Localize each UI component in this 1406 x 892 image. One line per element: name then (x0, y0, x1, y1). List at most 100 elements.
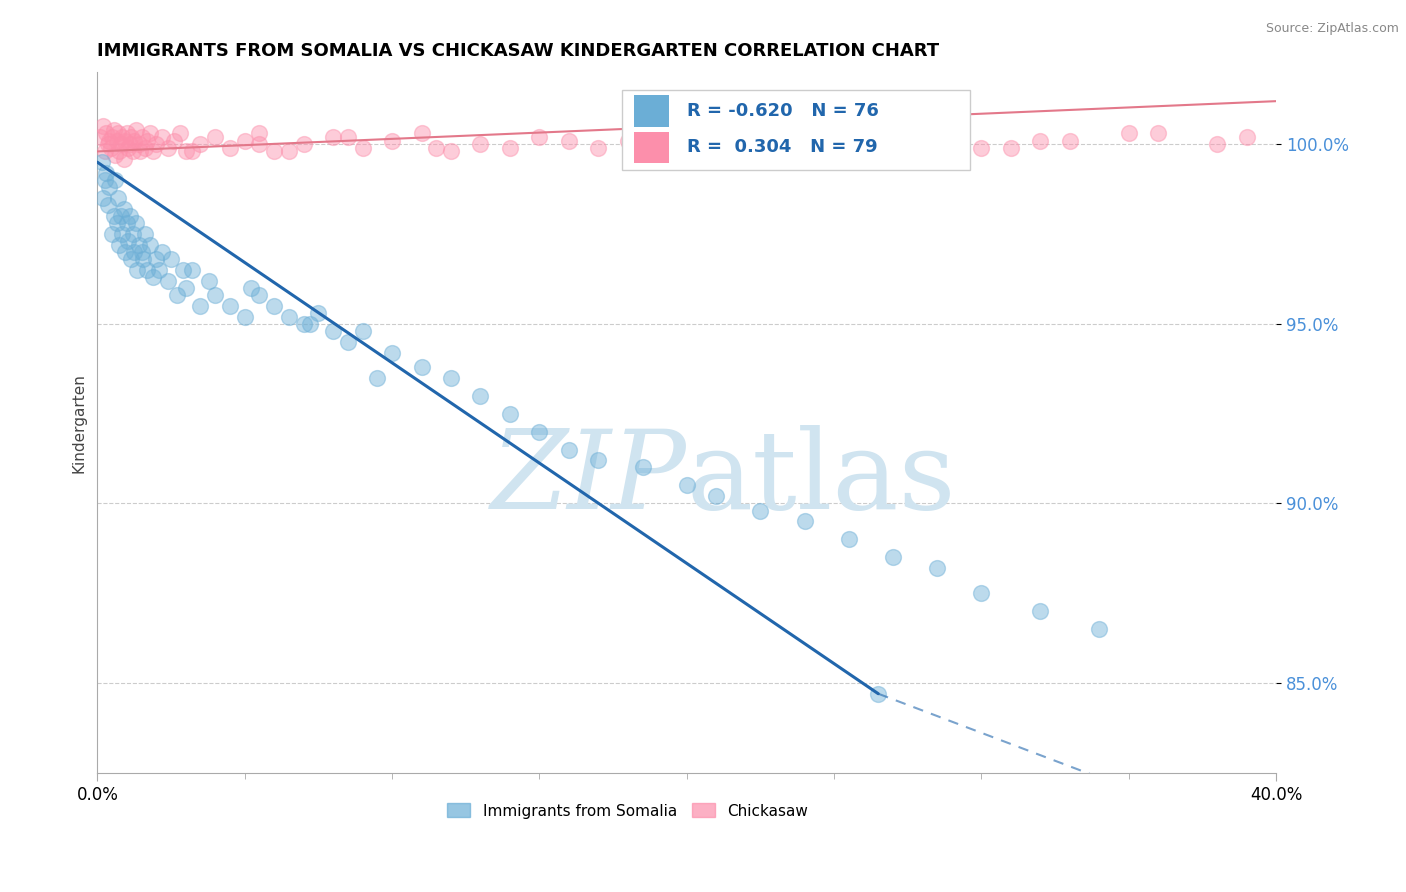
Point (114, 245, 136, 260)
Point (927, 561, 949, 575)
Point (233, 134, 256, 148)
Point (690, 130, 713, 145)
Point (98, 180, 121, 194)
Point (100, 141, 122, 155)
Point (114, 134, 136, 148)
Text: R = -0.620   N = 76: R = -0.620 N = 76 (686, 102, 879, 120)
Point (127, 263, 149, 277)
Point (103, 123, 125, 137)
Point (96, 127, 118, 141)
Point (198, 274, 221, 288)
Point (121, 145, 143, 159)
Point (366, 370, 388, 384)
Text: atlas: atlas (686, 425, 956, 533)
Point (98, 134, 121, 148)
Point (122, 134, 145, 148)
Point (499, 141, 522, 155)
Point (233, 310, 256, 324)
Point (588, 453, 610, 467)
Point (882, 137, 904, 152)
Point (172, 263, 194, 277)
Point (631, 460, 654, 475)
Point (838, 533, 860, 547)
Point (134, 141, 156, 155)
Point (307, 306, 329, 320)
Point (749, 503, 772, 517)
Point (1118, 127, 1140, 141)
Point (823, 137, 845, 152)
Point (425, 141, 447, 155)
Point (911, 130, 934, 145)
Point (352, 324, 374, 338)
Point (107, 191, 129, 205)
Point (105, 134, 128, 148)
Point (169, 127, 191, 141)
Point (336, 130, 359, 145)
Point (882, 550, 904, 565)
Point (1206, 137, 1229, 152)
Y-axis label: Kindergarten: Kindergarten (72, 373, 86, 473)
Point (145, 137, 167, 152)
Point (93, 145, 115, 159)
Point (675, 478, 697, 492)
Point (134, 227, 156, 241)
Text: IMMIGRANTS FROM SOMALIA VS CHICKASAW KINDERGARTEN CORRELATION CHART: IMMIGRANTS FROM SOMALIA VS CHICKASAW KIN… (97, 42, 939, 60)
Point (239, 281, 262, 295)
Point (101, 130, 124, 145)
Point (120, 252, 142, 267)
Point (1088, 622, 1111, 636)
Point (381, 345, 404, 359)
FancyBboxPatch shape (634, 132, 669, 163)
Point (111, 130, 134, 145)
Point (150, 245, 173, 260)
Point (180, 263, 202, 277)
Point (128, 237, 150, 252)
Point (115, 216, 138, 230)
Point (142, 270, 165, 285)
Point (298, 317, 321, 331)
Point (793, 514, 815, 528)
Point (163, 134, 186, 148)
Point (118, 209, 141, 223)
Point (107, 127, 129, 141)
Point (588, 141, 610, 155)
Point (136, 263, 159, 277)
Point (174, 281, 197, 295)
Text: R =  0.304   N = 79: R = 0.304 N = 79 (686, 138, 877, 156)
Text: ZIP: ZIP (491, 425, 686, 533)
Point (263, 145, 285, 159)
Point (219, 299, 242, 313)
Point (970, 586, 993, 600)
Point (174, 145, 197, 159)
Point (292, 317, 315, 331)
Point (704, 489, 727, 503)
Point (1279, 120, 1302, 134)
Point (322, 130, 344, 145)
Point (529, 425, 551, 439)
Point (111, 227, 134, 241)
Point (1059, 134, 1081, 148)
Point (499, 407, 522, 421)
Point (219, 141, 242, 155)
Point (150, 130, 173, 145)
Point (1000, 141, 1022, 155)
Point (1236, 130, 1258, 145)
Point (128, 137, 150, 152)
Point (96, 166, 118, 180)
Point (110, 137, 132, 152)
Point (166, 288, 188, 302)
Point (277, 145, 299, 159)
Point (190, 299, 212, 313)
Point (108, 237, 131, 252)
Point (263, 299, 285, 313)
Point (440, 370, 463, 384)
Point (97, 137, 120, 152)
Point (645, 134, 668, 148)
Point (101, 227, 124, 241)
Point (249, 137, 271, 152)
Point (121, 227, 143, 241)
Point (1029, 604, 1052, 618)
Point (93, 173, 115, 187)
Point (1147, 127, 1170, 141)
Point (139, 127, 162, 141)
